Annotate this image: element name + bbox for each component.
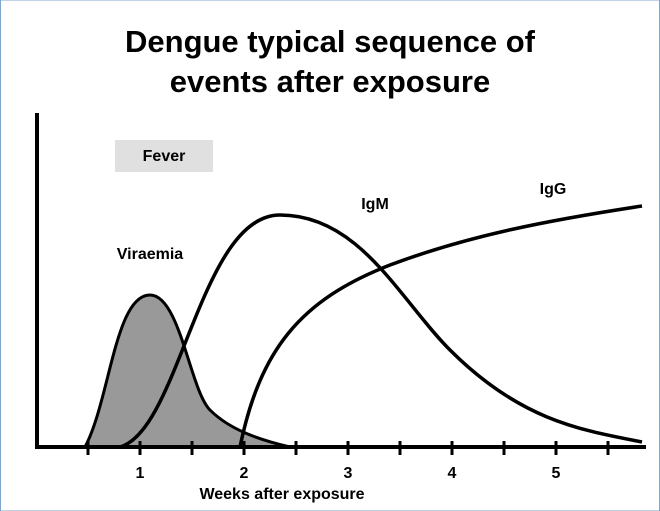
- x-tick-label: 4: [448, 465, 457, 482]
- title-line: events after exposure: [170, 64, 490, 99]
- viraemia-label: Viraemia: [117, 246, 184, 263]
- fever-label: Fever: [143, 148, 186, 165]
- fever-box: [115, 140, 213, 172]
- x-tick-label: 2: [240, 465, 249, 482]
- title-line: Dengue typical sequence of: [125, 24, 536, 59]
- igg-label: IgG: [540, 181, 567, 198]
- igg-curve: [238, 204, 643, 448]
- x-tick-label: 5: [552, 465, 561, 482]
- x-tick-label: 3: [344, 465, 353, 482]
- igm-label: IgM: [361, 196, 389, 213]
- igm-curve: [119, 213, 643, 449]
- x-tick-label: 1: [136, 465, 145, 482]
- x-axis-label: Weeks after exposure: [199, 486, 364, 503]
